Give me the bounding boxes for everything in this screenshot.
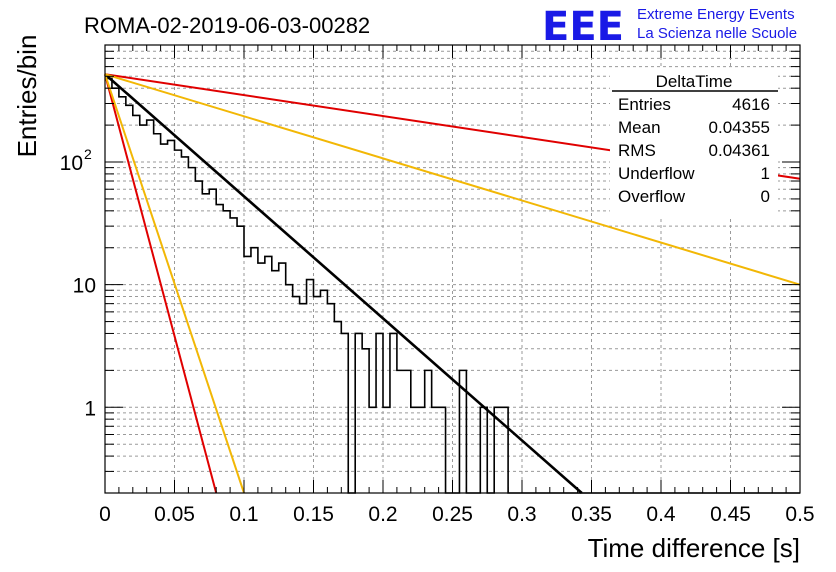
eee-logo: EEE Extreme Energy Events La Scienza nel… — [542, 4, 797, 50]
y-tick-label: 1 — [84, 397, 96, 420]
x-axis-title: Time difference [s] — [588, 533, 800, 563]
y-tick-label: 10 — [73, 275, 96, 298]
fit-line — [104, 73, 583, 494]
stats-row-value: 4616 — [732, 95, 770, 114]
grid — [105, 44, 800, 494]
stats-box-background — [610, 68, 778, 216]
x-tick-label: 0.25 — [432, 503, 473, 526]
x-tick-label: 0.5 — [785, 503, 814, 526]
x-tick-label: 0.05 — [154, 503, 195, 526]
stats-row-value: 0 — [761, 187, 770, 206]
y-tick-label: 10 — [60, 152, 83, 175]
x-tick-label: 0.45 — [710, 503, 751, 526]
orange-reference-line — [104, 73, 801, 286]
stats-row-value: 0.04355 — [709, 118, 770, 137]
x-tick-label: 0.3 — [507, 503, 536, 526]
stats-row-label: RMS — [618, 141, 656, 160]
orange-reference-line — [104, 73, 245, 494]
logo-mark: EEE — [542, 4, 624, 50]
y-axis-title: Entries/bin — [12, 35, 42, 158]
y-tick-exponent: 2 — [84, 146, 92, 162]
red-reference-line — [104, 73, 218, 494]
stats-row-label: Mean — [618, 118, 661, 137]
logo-line-2: La Scienza nelle Scuole — [637, 25, 797, 42]
x-tick-label: 0.35 — [571, 503, 612, 526]
x-tick-label: 0 — [99, 503, 111, 526]
stats-row-label: Underflow — [618, 164, 695, 183]
stats-rows: Entries 4616 Mean 0.04355 RMS 0.04361 Underflo… — [618, 95, 770, 206]
x-tick-label: 0.15 — [293, 503, 334, 526]
x-tick-label: 0.2 — [368, 503, 397, 526]
x-tick-label: 0.1 — [229, 503, 258, 526]
plot-frame — [104, 44, 801, 494]
stats-box: DeltaTime Entries 4616 Mean 0.04355 RMS 0.043… — [610, 68, 778, 216]
stats-row-label: Entries — [618, 95, 671, 114]
chart-title: ROMA-02-2019-06-03-00282 — [84, 13, 370, 38]
axes: 0 0.05 0.1 0.15 0.2 0.25 0.3 0.35 0.4 0.45 0.51101… — [60, 44, 815, 526]
x-tick-label: 0.4 — [646, 503, 676, 526]
stats-title: DeltaTime — [656, 72, 733, 91]
stats-row-value: 1 — [761, 164, 770, 183]
stats-row-value: 0.04361 — [709, 141, 770, 160]
stats-row-label: Overflow — [618, 187, 686, 206]
logo-line-1: Extreme Energy Events — [637, 6, 795, 23]
